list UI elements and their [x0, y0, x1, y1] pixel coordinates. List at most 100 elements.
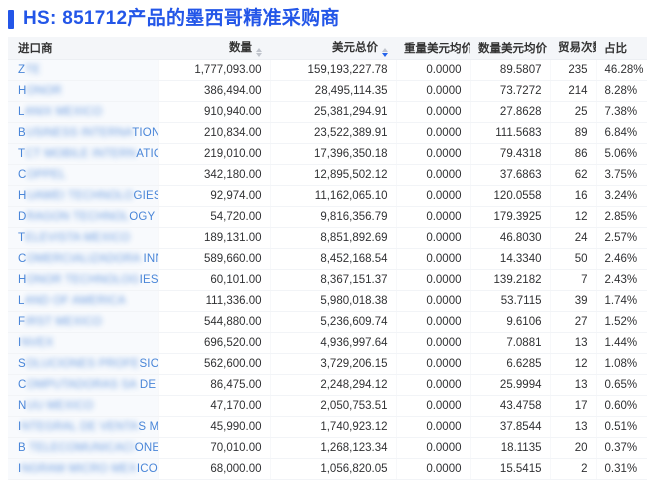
importer-link[interactable]: TELEVISTA MEXICO — [18, 232, 130, 244]
quantity-cell: 696,520.00 — [158, 332, 271, 354]
table-row: HONOR TECHNOLOGIES D...60,101.008,367,15… — [8, 269, 647, 291]
weight-avg-price-cell: 0.0000 — [396, 353, 471, 375]
quantity-cell: 589,660.00 — [158, 248, 271, 270]
col-header-trades[interactable]: 贸易次数 — [550, 37, 596, 60]
qty-avg-price-cell: 43.4758 — [470, 395, 551, 417]
col-header-qty_avg: 数量美元均价 — [470, 37, 550, 60]
col-header-usd_total[interactable]: 美元总价 — [270, 37, 396, 60]
importer-visible-prefix: N — [18, 400, 27, 412]
qty-avg-price-cell: 46.8030 — [470, 227, 551, 249]
importer-link[interactable]: INTEGRAL DE VENTAS MA... — [18, 421, 157, 433]
importer-redacted-text: TE — [25, 64, 41, 76]
table-row: TELEVISTA MEXICO 189,131.00 8,851,892.69 0.… — [8, 227, 647, 249]
title-accent-bar — [8, 9, 14, 29]
share-cell: 2.46% — [596, 248, 647, 270]
usd-total-cell: 23,522,389.91 — [270, 122, 397, 144]
importer-link[interactable]: BUSINESS INTERNATIONAL — [18, 127, 157, 139]
table-row: DRAGON TECHNOLOGY 54,720.00 9,816,356.79 0.… — [8, 206, 647, 228]
qty-avg-price-cell: 6.6285 — [470, 353, 551, 375]
share-cell: 1.08% — [596, 353, 647, 375]
importer-link[interactable]: INGRAM MICRO MEXICO — [18, 463, 157, 475]
trade-count-cell: 16 — [550, 185, 597, 207]
importer-link[interactable]: LAND OF AMERICA — [18, 295, 126, 307]
importer-link[interactable]: HONOR — [18, 85, 62, 97]
trade-count-cell: 25 — [550, 101, 597, 123]
table-header: 进口商 数量 美元总价 重量美元均价数量美元均价贸易次数占比 — [8, 37, 647, 60]
weight-avg-price-cell: 0.0000 — [396, 227, 471, 249]
quantity-cell: 562,600.00 — [158, 353, 271, 375]
importer-link[interactable]: COMERCIALIZADORA INN... — [18, 253, 157, 265]
weight-avg-price-cell: 0.0000 — [396, 206, 471, 228]
sort-desc-icon — [382, 53, 388, 58]
weight-avg-price-cell: 0.0000 — [396, 416, 471, 438]
table-row: HUAWEI TECHNOLOGIES ...92,974.0011,162,0… — [8, 185, 647, 207]
weight-avg-price-cell: 0.0000 — [396, 143, 471, 165]
importer-link[interactable]: INVEX — [18, 337, 54, 349]
importer-cell: BUSINESS INTERNATIONAL — [8, 122, 159, 144]
usd-total-cell: 25,381,294.91 — [270, 101, 397, 123]
usd-total-cell: 3,729,206.15 — [270, 353, 397, 375]
col-header-qty[interactable]: 数量 — [158, 37, 270, 60]
sort-desc-icon — [256, 53, 262, 58]
importer-visible-suffix: S MA... — [138, 421, 157, 433]
importer-cell: TCT MOBILE INTERNATIO... — [8, 143, 159, 165]
share-cell: 46.28% — [596, 59, 647, 81]
usd-total-cell: 8,367,151.37 — [270, 269, 397, 291]
importer-link[interactable]: LANIX MEXICO — [18, 106, 102, 118]
trade-count-cell: 86 — [550, 143, 597, 165]
importer-visible-prefix: Z — [18, 64, 26, 76]
share-cell: 3.24% — [596, 185, 647, 207]
sort-icons[interactable] — [256, 47, 262, 58]
col-label-qty: 数量 — [229, 41, 252, 54]
importer-visible-suffix: DE ... — [139, 379, 157, 391]
usd-total-cell: 12,895,502.12 — [270, 164, 397, 186]
importer-link[interactable]: NUU MEXICO — [18, 400, 94, 412]
table-row: INVEX 696,520.00 4,936,997.64 0.0000 7.0881 1… — [8, 332, 647, 354]
weight-avg-price-cell: 0.0000 — [396, 458, 471, 480]
importer-cell: COMPUTADORAS SA DE ... — [8, 374, 159, 396]
importer-visible-suffix: TIONAL — [132, 127, 157, 139]
importer-link[interactable]: SOLUCIONES PROFESION... — [18, 358, 157, 370]
qty-avg-price-cell: 27.8628 — [470, 101, 551, 123]
importer-link[interactable]: COMPUTADORAS SA DE ... — [18, 379, 157, 391]
importer-link[interactable]: HUAWEI TECHNOLOGIES ... — [18, 190, 157, 202]
importer-link[interactable]: TCT MOBILE INTERNATIO... — [18, 148, 157, 160]
importer-redacted-text: CT MOBILE INTERN — [25, 148, 137, 160]
page-header: HS: 851712产品的墨西哥精准采购商 — [0, 0, 655, 35]
quantity-cell: 92,974.00 — [158, 185, 271, 207]
usd-total-cell: 2,248,294.12 — [270, 374, 397, 396]
importer-cell: INVEX — [8, 332, 159, 354]
importer-cell: HUAWEI TECHNOLOGIES ... — [8, 185, 159, 207]
page-title: HS: 851712产品的墨西哥精准采购商 — [23, 8, 340, 29]
importer-link[interactable]: ZTE — [18, 64, 40, 76]
importer-link[interactable]: HONOR TECHNOLOGIES D... — [18, 274, 157, 286]
share-cell: 2.85% — [596, 206, 647, 228]
sort-icons[interactable] — [382, 47, 388, 58]
importer-visible-prefix: C — [18, 379, 27, 391]
weight-avg-price-cell: 0.0000 — [396, 122, 471, 144]
table-row: FIRST MEXICO 544,880.00 5,236,609.74 0.0000… — [8, 311, 647, 333]
importer-visible-prefix: D — [18, 211, 27, 223]
usd-total-cell: 1,056,820.05 — [270, 458, 397, 480]
importer-visible-prefix: L — [18, 106, 25, 118]
trade-count-cell: 214 — [550, 80, 597, 102]
importer-link[interactable]: DRAGON TECHNOLOGY — [18, 211, 155, 223]
share-cell: 1.44% — [596, 332, 647, 354]
importer-visible-prefix: F — [18, 316, 26, 328]
trade-count-cell: 27 — [550, 311, 597, 333]
trade-count-cell: 62 — [550, 164, 597, 186]
table-row: NUU MEXICO 47,170.00 2,050,753.51 0.0000 43.… — [8, 395, 647, 417]
weight-avg-price-cell: 0.0000 — [396, 185, 471, 207]
table-row: ZTE 1,777,093.00 159,193,227.78 0.0000 89.58… — [8, 59, 647, 81]
weight-avg-price-cell: 0.0000 — [396, 332, 471, 354]
importer-cell: SOLUCIONES PROFESION... — [8, 353, 159, 375]
usd-total-cell: 8,452,168.54 — [270, 248, 397, 270]
importer-link[interactable]: COPPEL — [18, 169, 66, 181]
importer-link[interactable]: B TELECOMUNICACIONES... — [18, 442, 157, 454]
usd-total-cell: 8,851,892.69 — [270, 227, 397, 249]
importer-visible-prefix: C — [18, 169, 27, 181]
table-body: ZTE 1,777,093.00 159,193,227.78 0.0000 89.58… — [8, 59, 647, 480]
importer-link[interactable]: FIRST MEXICO — [18, 316, 102, 328]
table-row: BUSINESS INTERNATIONAL210,834.0023,522,3… — [8, 122, 647, 144]
quantity-cell: 45,990.00 — [158, 416, 271, 438]
